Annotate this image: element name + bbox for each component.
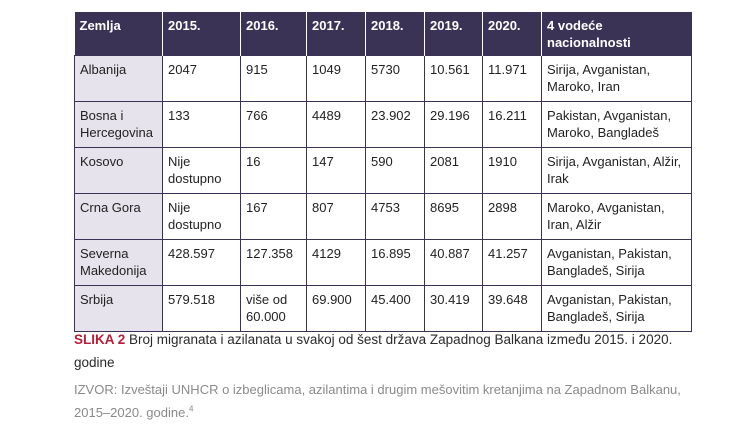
table-cell: 5730 bbox=[365, 55, 425, 102]
table-cell: 147 bbox=[306, 147, 366, 194]
table-cell: Nije dostupno bbox=[162, 193, 241, 240]
table-cell: 428.597 bbox=[162, 239, 241, 286]
table-cell: više od 60.000 bbox=[240, 285, 307, 332]
country-cell: Srbija bbox=[74, 285, 163, 332]
header-2019: 2019. bbox=[424, 12, 483, 56]
table-cell: 127.358 bbox=[240, 239, 307, 286]
table-cell: 167 bbox=[240, 193, 307, 240]
country-cell: Bosna i Hercegovina bbox=[74, 101, 163, 148]
header-2015: 2015. bbox=[162, 12, 241, 56]
nationalities-cell: Sirija, Avganistan, Maroko, Iran bbox=[541, 55, 692, 102]
nationalities-cell: Pakistan, Avganistan, Maroko, Bangladeš bbox=[541, 101, 692, 148]
table-cell: 1049 bbox=[306, 55, 366, 102]
table-cell: 4129 bbox=[306, 239, 366, 286]
table-cell: 16 bbox=[240, 147, 307, 194]
table-row: Albanija 2047 915 1049 5730 10.561 11.97… bbox=[74, 55, 692, 102]
header-2017: 2017. bbox=[306, 12, 366, 56]
migrants-table: Zemlja 2015. 2016. 2017. 2018. 2019. 202… bbox=[74, 12, 692, 332]
source-text: Izveštaji UNHCR o izbeglicama, azilantim… bbox=[74, 382, 681, 420]
table-cell: 29.196 bbox=[424, 101, 483, 148]
caption-text: Broj migranata i azilanata u svakoj od š… bbox=[74, 332, 673, 370]
figure-caption: SLIKA 2 Broj migranata i azilanata u sva… bbox=[74, 328, 694, 374]
table-cell: 41.257 bbox=[482, 239, 542, 286]
table-cell: 590 bbox=[365, 147, 425, 194]
table-row: Kosovo Nije dostupno 16 147 590 2081 191… bbox=[74, 147, 692, 194]
table-cell: 10.561 bbox=[424, 55, 483, 102]
header-2018: 2018. bbox=[365, 12, 425, 56]
table-header-row: Zemlja 2015. 2016. 2017. 2018. 2019. 202… bbox=[74, 12, 692, 56]
table-cell: 11.971 bbox=[482, 55, 542, 102]
table-cell: 2081 bbox=[424, 147, 483, 194]
table-cell: 579.518 bbox=[162, 285, 241, 332]
nationalities-cell: Avganistan, Pakistan, Bangladeš, Sirija bbox=[541, 285, 692, 332]
table-cell: 766 bbox=[240, 101, 307, 148]
table-cell: 40.887 bbox=[424, 239, 483, 286]
table-cell: 807 bbox=[306, 193, 366, 240]
source-note: IZVOR: Izveštaji UNHCR o izbeglicama, az… bbox=[74, 378, 694, 424]
table-cell: 4489 bbox=[306, 101, 366, 148]
table-cell: 16.895 bbox=[365, 239, 425, 286]
table-cell: Nije dostupno bbox=[162, 147, 241, 194]
country-cell: Kosovo bbox=[74, 147, 163, 194]
table-cell: 16.211 bbox=[482, 101, 542, 148]
footnote-marker: 4 bbox=[188, 404, 194, 414]
table-cell: 8695 bbox=[424, 193, 483, 240]
table-cell: 69.900 bbox=[306, 285, 366, 332]
table-cell: 2898 bbox=[482, 193, 542, 240]
nationalities-cell: Sirija, Avganistan, Alžir, Irak bbox=[541, 147, 692, 194]
table-row: Srbija 579.518 više od 60.000 69.900 45.… bbox=[74, 285, 692, 332]
table-cell: 133 bbox=[162, 101, 241, 148]
table-cell: 1910 bbox=[482, 147, 542, 194]
table-row: Severna Makedonija 428.597 127.358 4129 … bbox=[74, 239, 692, 286]
table-cell: 23.902 bbox=[365, 101, 425, 148]
header-country: Zemlja bbox=[74, 12, 163, 56]
country-cell: Crna Gora bbox=[74, 193, 163, 240]
table-row: Bosna i Hercegovina 133 766 4489 23.902 … bbox=[74, 101, 692, 148]
table-cell: 30.419 bbox=[424, 285, 483, 332]
table-cell: 4753 bbox=[365, 193, 425, 240]
table-row: Crna Gora Nije dostupno 167 807 4753 869… bbox=[74, 193, 692, 240]
table-cell: 915 bbox=[240, 55, 307, 102]
country-cell: Albanija bbox=[74, 55, 163, 102]
nationalities-cell: Avganistan, Pakistan, Bangladeš, Sirija bbox=[541, 239, 692, 286]
country-cell: Severna Makedonija bbox=[74, 239, 163, 286]
nationalities-cell: Maroko, Avganistan, Iran, Alžir bbox=[541, 193, 692, 240]
source-label: IZVOR: bbox=[74, 382, 118, 397]
header-2020: 2020. bbox=[482, 12, 542, 56]
table-cell: 45.400 bbox=[365, 285, 425, 332]
header-2016: 2016. bbox=[240, 12, 307, 56]
table-cell: 2047 bbox=[162, 55, 241, 102]
caption-label: SLIKA 2 bbox=[74, 332, 126, 347]
header-nationalities: 4 vodeće nacionalnosti bbox=[541, 12, 692, 56]
table-cell: 39.648 bbox=[482, 285, 542, 332]
